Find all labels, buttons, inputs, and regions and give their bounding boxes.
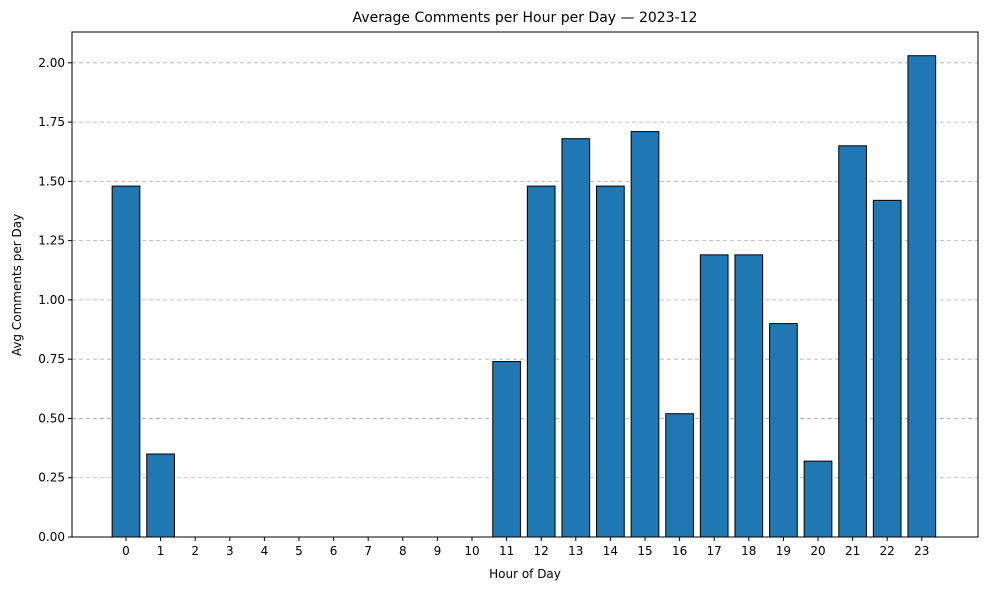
x-tick-label: 10 [464,544,479,558]
x-tick-label: 16 [672,544,687,558]
bar-hour-13 [561,138,591,538]
bar-hour-19 [769,323,798,538]
x-tick-label: 5 [295,544,303,558]
x-tick-label: 17 [707,544,722,558]
x-tick-label: 13 [568,544,583,558]
x-tick-label: 0 [122,544,130,558]
y-tick-label: 2.00 [38,56,65,70]
y-axis-label: Avg Comments per Day [10,214,24,356]
x-tick-label: 18 [741,544,756,558]
x-tick-label: 19 [776,544,791,558]
x-tick-label: 2 [191,544,199,558]
y-tick-label: 0.25 [38,471,65,485]
y-tick-label: 1.75 [38,115,65,129]
y-tick-label: 1.25 [38,234,65,248]
x-tick-label: 11 [499,544,514,558]
bars [111,55,937,538]
x-tick-label: 20 [810,544,825,558]
x-axis-label: Hour of Day [489,567,561,581]
bar-hour-14 [596,185,625,538]
x-tick-label: 15 [637,544,652,558]
bar-hour-17 [699,254,729,538]
x-tick-label: 4 [261,544,269,558]
x-tick-label: 1 [157,544,165,558]
y-tick-label: 0.50 [38,411,65,425]
plot-frame [71,31,979,538]
x-tick-label: 12 [534,544,549,558]
y-tick-label: 0.75 [38,352,65,366]
bar-hour-12 [526,185,556,538]
y-axis: 0.00 0.25 0.50 0.75 1.00 1.25 1.50 1.75 2.00 [38,56,72,544]
x-tick-label: 6 [330,544,338,558]
bar-hour-18 [734,254,764,538]
x-tick-label: 7 [364,544,372,558]
y-tick-label: 1.50 [38,174,65,188]
x-axis: 0 1 2 3 4 5 6 7 8 9 10 11 12 13 14 15 16 17 18 19 20 21 22 23 [122,537,929,558]
bar-hour-1 [146,453,175,538]
x-tick-label: 8 [399,544,407,558]
bar-hour-11 [492,361,521,538]
bar-hour-15 [630,131,660,538]
x-tick-label: 23 [914,544,929,558]
bar-hour-16 [665,413,694,538]
y-tick-label: 0.00 [38,530,65,544]
bar-hour-22 [872,199,902,538]
chart-title: Average Comments per Hour per Day — 2023… [353,10,698,26]
y-tick-label: 1.00 [38,293,65,307]
bar-hour-21 [838,145,867,538]
x-tick-label: 22 [880,544,895,558]
bar-hour-0 [111,185,141,538]
bar-hour-23 [907,55,937,538]
x-tick-label: 3 [226,544,234,558]
x-tick-label: 14 [603,544,618,558]
bar-hour-20 [803,460,833,538]
x-tick-label: 9 [434,544,442,558]
x-tick-label: 21 [845,544,860,558]
